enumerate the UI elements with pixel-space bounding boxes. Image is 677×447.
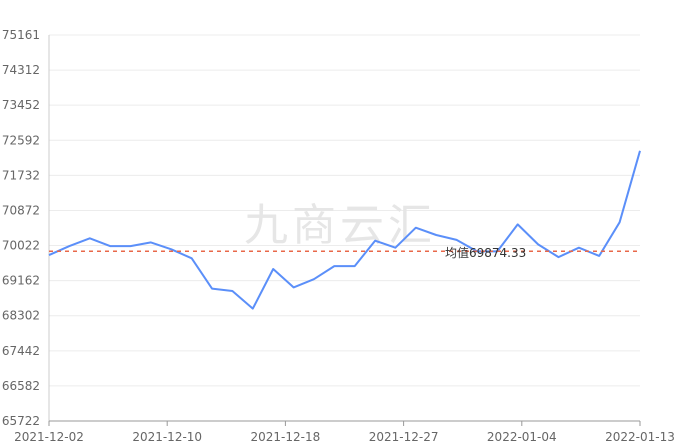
series-line (48, 150, 641, 310)
y-axis: 65722 66582 67442 68302 69162 70022 70872 71732… (2, 28, 50, 428)
y-tick-label: 66582 (2, 379, 40, 393)
gridlines (49, 34, 640, 422)
y-tick-label: 74312 (2, 63, 40, 77)
y-tick-label: 70022 (2, 239, 40, 253)
x-axis: 2021-12-02 2021-12-10 2021-12-18 2021-12-27… (14, 420, 675, 444)
mean-label: 均值69874.33 (445, 245, 526, 260)
x-tick-label: 2021-12-27 (369, 430, 439, 444)
x-tick-label: 2021-12-18 (251, 430, 321, 444)
y-tick-label: 71732 (2, 168, 40, 182)
x-tick-label: 2021-12-02 (14, 430, 84, 444)
y-tick-label: 75161 (2, 28, 40, 42)
y-tick-label: 72592 (2, 133, 40, 147)
mean-line-group: 均值69874.33 (49, 245, 640, 260)
x-tick-label: 2021-12-10 (132, 430, 202, 444)
watermark-text: 九商云汇 (244, 200, 436, 251)
y-tick-label: 73452 (2, 98, 40, 112)
series-group (48, 150, 641, 310)
y-tick-label: 68302 (2, 309, 40, 323)
y-tick-label: 67442 (2, 344, 40, 358)
y-tick-label: 69162 (2, 274, 40, 288)
x-tick-label: 2022-01-13 (605, 430, 675, 444)
y-tick-label: 65722 (2, 414, 40, 428)
x-tick-label: 2022-01-04 (487, 430, 557, 444)
y-tick-label: 70872 (2, 203, 40, 217)
